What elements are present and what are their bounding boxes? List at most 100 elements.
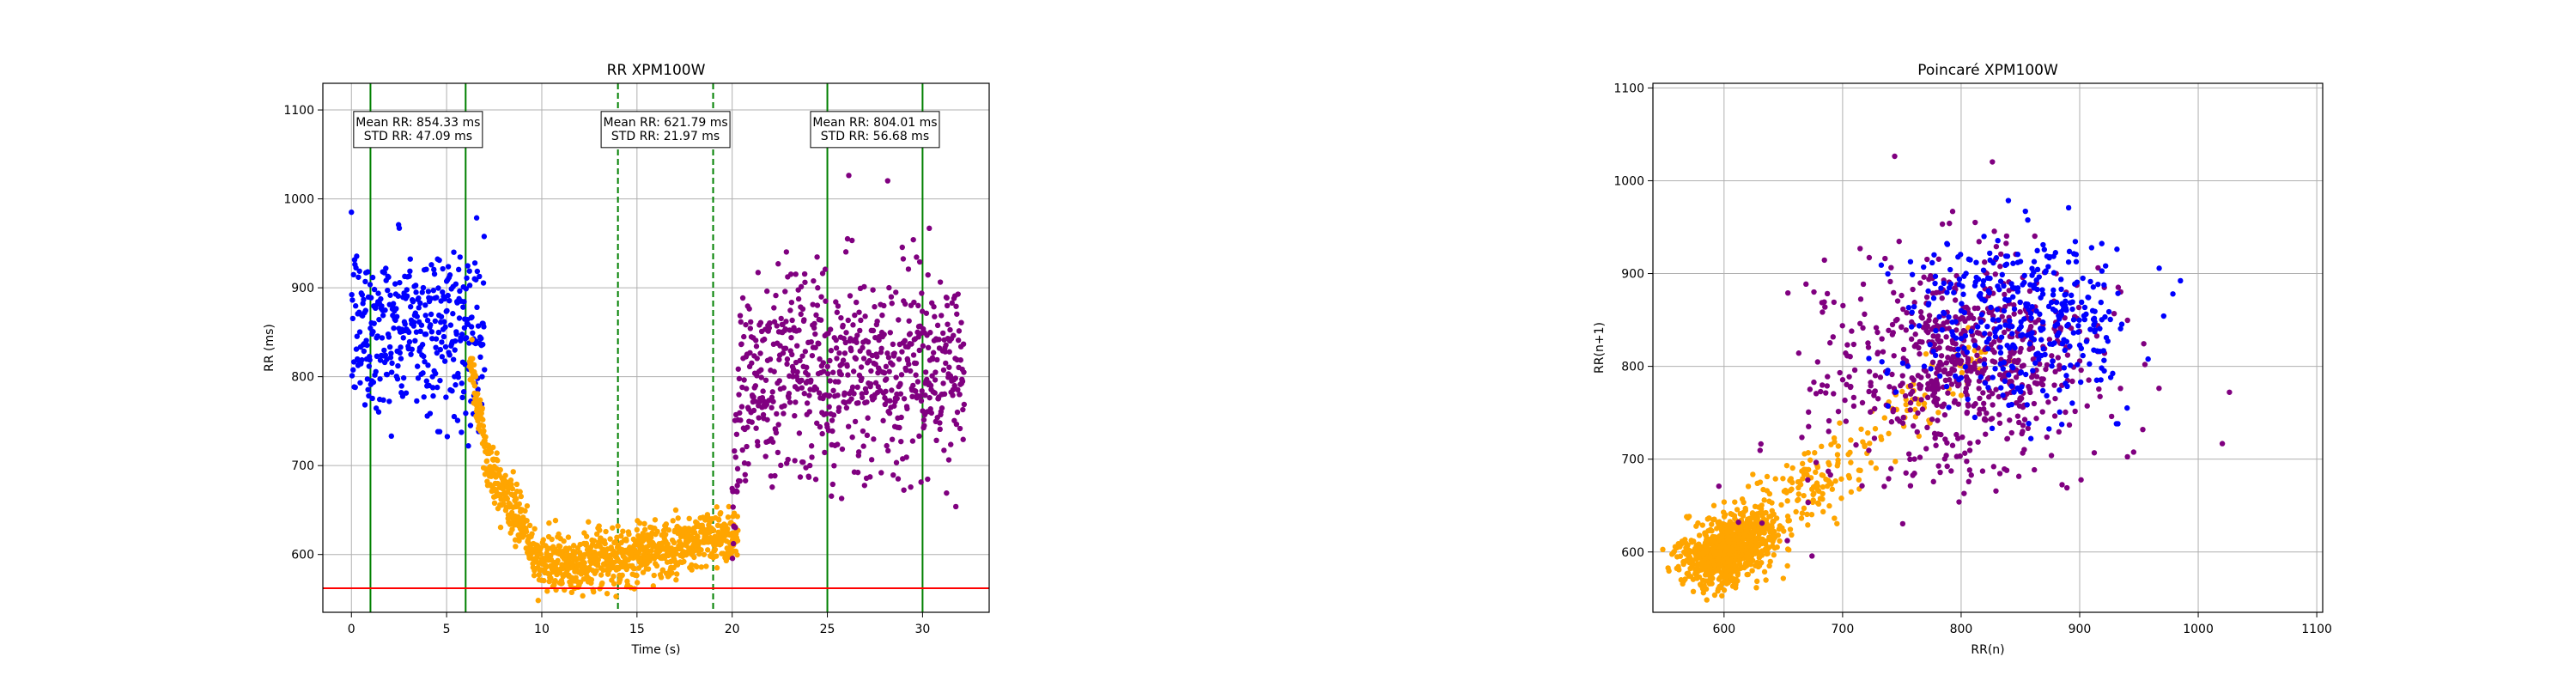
data-point bbox=[524, 518, 530, 524]
data-point bbox=[1889, 371, 1895, 378]
data-point bbox=[388, 433, 394, 440]
data-point bbox=[2009, 323, 2015, 330]
data-point bbox=[757, 350, 763, 356]
data-point bbox=[2075, 362, 2081, 368]
data-point bbox=[440, 265, 446, 272]
data-point bbox=[349, 209, 355, 216]
data-point bbox=[1935, 386, 1941, 392]
data-point bbox=[481, 324, 487, 330]
data-point bbox=[1808, 511, 1815, 518]
data-point bbox=[634, 580, 641, 586]
data-point bbox=[1929, 290, 1936, 296]
data-point bbox=[746, 306, 752, 312]
data-point bbox=[750, 394, 756, 400]
data-point bbox=[2081, 304, 2088, 311]
data-point bbox=[1965, 256, 1972, 263]
data-point bbox=[665, 526, 672, 533]
data-point bbox=[451, 413, 458, 420]
data-point bbox=[477, 401, 483, 407]
data-point bbox=[2032, 319, 2038, 325]
data-point bbox=[1991, 349, 1997, 356]
data-point bbox=[1844, 342, 1850, 348]
data-point bbox=[1899, 292, 1905, 299]
data-point bbox=[1847, 384, 1854, 391]
data-point bbox=[1899, 360, 1906, 367]
data-point bbox=[1665, 565, 1671, 571]
data-point bbox=[2219, 441, 2226, 447]
data-point bbox=[1750, 471, 1756, 477]
y-tick-label: 800 bbox=[291, 371, 314, 385]
data-point bbox=[419, 342, 426, 348]
data-point bbox=[1946, 284, 1953, 291]
data-point bbox=[610, 525, 616, 531]
data-point bbox=[747, 350, 753, 356]
data-point bbox=[1857, 467, 1863, 474]
data-point bbox=[1893, 389, 1899, 395]
data-point bbox=[1784, 514, 1791, 520]
data-point bbox=[2057, 366, 2063, 372]
data-point bbox=[447, 352, 453, 358]
data-point bbox=[1741, 499, 1747, 506]
data-point bbox=[364, 376, 371, 382]
data-point bbox=[2008, 429, 2014, 436]
data-point bbox=[559, 580, 565, 587]
data-point bbox=[874, 354, 880, 360]
data-point bbox=[752, 398, 758, 404]
data-point bbox=[1985, 385, 1991, 391]
data-point bbox=[799, 353, 805, 359]
data-point bbox=[374, 333, 380, 339]
data-point bbox=[404, 293, 410, 300]
data-point bbox=[1847, 354, 1853, 360]
data-point bbox=[1907, 399, 1914, 406]
data-point bbox=[795, 295, 802, 302]
data-point bbox=[1952, 373, 1959, 380]
data-point bbox=[749, 360, 755, 366]
data-point bbox=[764, 288, 770, 295]
data-point bbox=[663, 532, 669, 538]
data-point bbox=[470, 330, 476, 337]
data-point bbox=[482, 367, 488, 373]
data-point bbox=[1871, 435, 1878, 441]
data-point bbox=[744, 443, 750, 450]
data-point bbox=[1998, 251, 2004, 258]
data-point bbox=[1910, 286, 1916, 293]
data-point bbox=[1738, 545, 1744, 552]
data-point bbox=[878, 345, 884, 351]
data-point bbox=[756, 415, 762, 421]
data-point bbox=[414, 313, 420, 319]
data-point bbox=[951, 382, 957, 389]
data-point bbox=[460, 304, 466, 310]
data-point bbox=[1735, 572, 1741, 578]
data-point bbox=[381, 270, 387, 276]
data-point bbox=[811, 320, 817, 327]
data-point bbox=[1965, 396, 1971, 403]
data-point bbox=[1983, 431, 1989, 437]
data-point bbox=[878, 470, 884, 476]
data-point bbox=[481, 234, 488, 240]
x-tick-label: 5 bbox=[443, 623, 451, 636]
data-point bbox=[2000, 392, 2006, 398]
data-point bbox=[368, 295, 374, 301]
data-point bbox=[911, 299, 917, 306]
data-point bbox=[776, 356, 782, 362]
data-point bbox=[781, 403, 787, 409]
y-tick-label: 1100 bbox=[283, 104, 314, 118]
data-point bbox=[961, 401, 968, 408]
data-point bbox=[1825, 374, 1831, 380]
x-tick-label: 20 bbox=[725, 623, 740, 636]
data-point bbox=[362, 307, 369, 313]
data-point bbox=[1941, 411, 1948, 418]
data-point bbox=[1907, 407, 1914, 413]
annotation-text: STD RR: 56.68 ms bbox=[821, 130, 929, 143]
data-point bbox=[828, 348, 835, 354]
data-point bbox=[543, 564, 549, 570]
data-point bbox=[833, 299, 839, 305]
data-point bbox=[2117, 386, 2123, 392]
data-point bbox=[1783, 462, 1790, 469]
data-point bbox=[2017, 299, 2023, 306]
data-point bbox=[714, 504, 720, 510]
data-point bbox=[2160, 313, 2167, 319]
data-point bbox=[880, 417, 886, 424]
data-point bbox=[1939, 326, 1946, 333]
data-point bbox=[466, 283, 473, 289]
